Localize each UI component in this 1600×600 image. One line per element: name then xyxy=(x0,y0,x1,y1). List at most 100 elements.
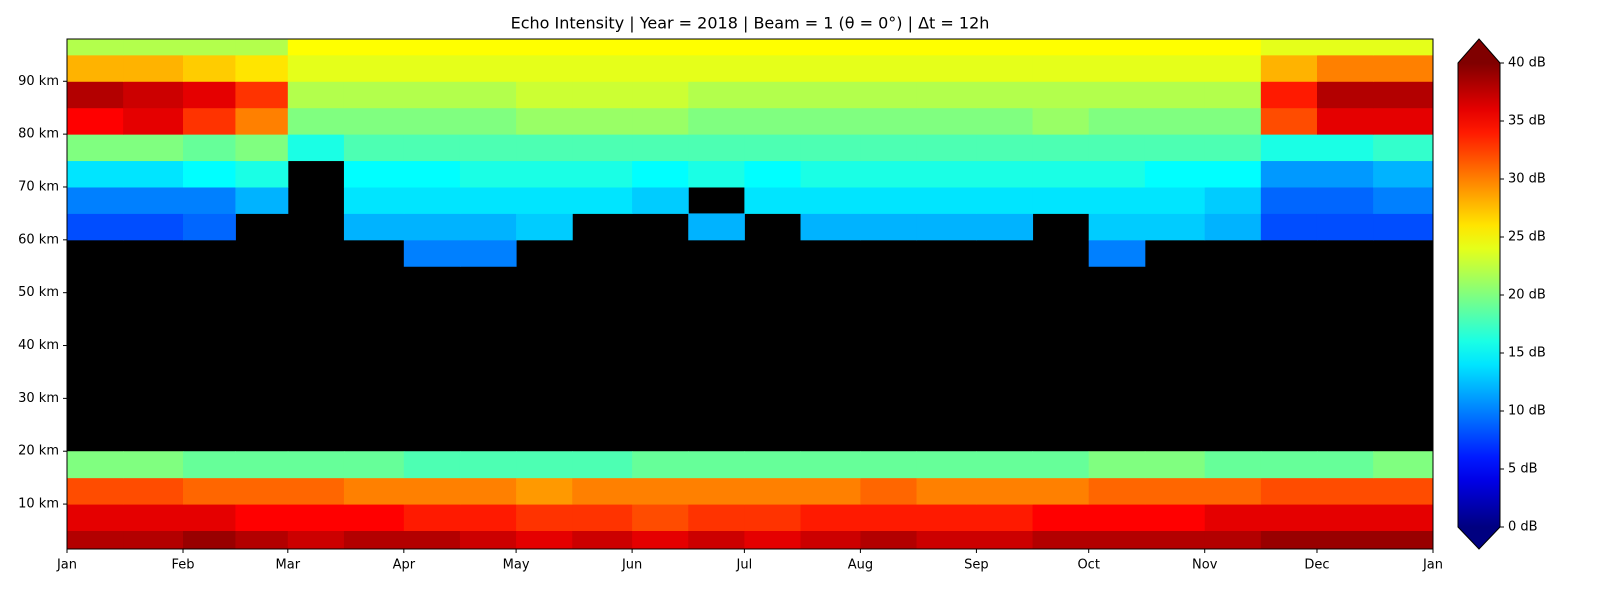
heat-cell xyxy=(516,39,573,56)
heat-cell xyxy=(1373,134,1433,162)
heat-cell xyxy=(572,107,633,135)
heat-cell xyxy=(1088,477,1146,505)
colorbar-tick-label: 0 dB xyxy=(1508,520,1538,535)
heat-cell xyxy=(860,107,918,135)
heat-cell xyxy=(572,451,633,479)
heat-cell xyxy=(1088,160,1146,188)
x-tick-label: Jan xyxy=(1422,558,1443,573)
heat-cell xyxy=(343,186,405,214)
heat-cell xyxy=(459,451,517,479)
heat-cell xyxy=(1144,134,1206,162)
heat-cell xyxy=(343,39,405,56)
heat-cell xyxy=(572,81,633,109)
heat-cell xyxy=(123,186,184,214)
heat-cell xyxy=(403,504,461,532)
heat-cell xyxy=(183,81,236,109)
heat-cell xyxy=(123,39,184,56)
heat-cell xyxy=(183,134,236,162)
heat-cell xyxy=(343,134,405,162)
heat-cell xyxy=(1032,504,1090,532)
colorbar-tick-label: 30 dB xyxy=(1508,172,1546,187)
heat-cell xyxy=(1316,134,1374,162)
heat-cell xyxy=(516,134,573,162)
heat-cell xyxy=(800,504,861,532)
heat-cell xyxy=(800,186,861,214)
heat-cell xyxy=(1373,81,1433,109)
heat-cell xyxy=(1032,530,1090,549)
heat-cell xyxy=(1316,81,1374,109)
heat-cell xyxy=(516,186,573,214)
heat-cell xyxy=(343,530,405,549)
heat-cell xyxy=(688,530,745,549)
heat-cell xyxy=(916,451,977,479)
heat-cell xyxy=(1260,186,1318,214)
heat-cell xyxy=(632,451,689,479)
heat-cell xyxy=(235,504,289,532)
heat-cell xyxy=(688,107,745,135)
heat-cell xyxy=(1144,39,1206,56)
heat-cell xyxy=(287,530,345,549)
heat-cell xyxy=(916,107,977,135)
heat-cell xyxy=(1316,107,1374,135)
heat-cell xyxy=(183,54,236,82)
heat-cell xyxy=(123,107,184,135)
heat-cell xyxy=(860,213,918,241)
heat-cell xyxy=(800,134,861,162)
heat-cell xyxy=(287,81,345,109)
heat-cell xyxy=(860,81,918,109)
colorbar-tick-label: 10 dB xyxy=(1508,404,1546,419)
heat-cell xyxy=(688,160,745,188)
heat-cell xyxy=(744,451,802,479)
heat-cell xyxy=(976,39,1034,56)
y-tick-label: 80 km xyxy=(18,127,59,142)
heat-cell xyxy=(744,504,802,532)
heat-cell xyxy=(800,160,861,188)
heat-cell xyxy=(235,186,289,214)
heat-cell xyxy=(67,54,124,82)
heat-cell xyxy=(183,530,236,549)
heat-cell xyxy=(1204,504,1262,532)
heat-cell xyxy=(459,186,517,214)
y-tick-label: 90 km xyxy=(18,74,59,89)
heat-cell xyxy=(744,186,802,214)
colorbar: 0 dB 5 dB 10 dB 15 dB 20 dB 25 dB 30 dB 35 dB 40… xyxy=(1457,38,1546,550)
heat-cell xyxy=(343,54,405,82)
heat-cell xyxy=(123,504,184,532)
colorbar-tick-label: 15 dB xyxy=(1508,346,1546,361)
heat-cell xyxy=(1316,451,1374,479)
heat-cell xyxy=(744,160,802,188)
heat-cell xyxy=(572,39,633,56)
heat-cell xyxy=(860,54,918,82)
heat-cell xyxy=(976,160,1034,188)
heat-cell xyxy=(572,54,633,82)
heat-cell xyxy=(67,186,124,214)
heat-cell xyxy=(287,477,345,505)
heat-cell xyxy=(916,186,977,214)
x-tick-label: Jul xyxy=(736,558,753,573)
heat-cell xyxy=(976,81,1034,109)
heat-cell xyxy=(688,39,745,56)
heat-cell xyxy=(67,160,124,188)
heat-cell xyxy=(287,39,345,56)
heat-cell xyxy=(916,530,977,549)
heat-cell xyxy=(1144,213,1206,241)
heat-cell xyxy=(572,530,633,549)
heat-cell xyxy=(403,451,461,479)
heat-cell xyxy=(916,477,977,505)
heat-cell xyxy=(1373,107,1433,135)
heat-cell xyxy=(183,39,236,56)
heat-cell xyxy=(67,477,124,505)
heatmap xyxy=(67,39,1433,549)
heat-cell xyxy=(67,134,124,162)
colorbar-gradient xyxy=(1458,63,1500,527)
heat-cell xyxy=(67,81,124,109)
heat-cell xyxy=(860,160,918,188)
heat-cell xyxy=(123,477,184,505)
heat-cell xyxy=(516,107,573,135)
heat-cell xyxy=(1260,81,1318,109)
heat-cell xyxy=(403,477,461,505)
heat-cell xyxy=(1204,134,1262,162)
heat-cell xyxy=(183,160,236,188)
heat-cell xyxy=(1144,451,1206,479)
